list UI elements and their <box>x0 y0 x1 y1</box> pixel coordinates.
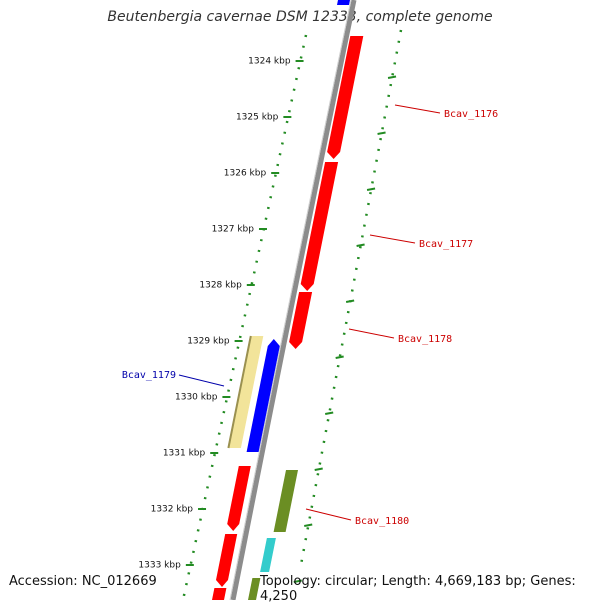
map-title: Beutenbergia cavernae DSM 12333, complet… <box>107 9 493 25</box>
scale-tick-right <box>324 411 334 415</box>
gene-label: Bcav_1179 <box>122 370 176 381</box>
backbone-highlight <box>229 0 352 600</box>
gene-top-fragment <box>337 0 350 5</box>
gene-label-leader <box>178 374 225 387</box>
feature-cyan <box>260 538 276 572</box>
scale-tick-right <box>366 187 376 191</box>
scale-label: 1327 kbp <box>212 225 255 235</box>
feature-tan-edge <box>227 335 252 449</box>
scale-tick-right <box>304 523 313 527</box>
scale-label: 1331 kbp <box>163 449 206 459</box>
scale-label: 1329 kbp <box>187 337 230 347</box>
gene-lower-1 <box>227 466 251 531</box>
gene-label-leader <box>394 104 441 114</box>
gene-label: Bcav_1177 <box>419 239 473 250</box>
scale-label: 1330 kbp <box>175 393 218 403</box>
scale-label: 1328 kbp <box>199 281 242 291</box>
scale-tick-right <box>356 243 365 247</box>
scale-label: 1326 kbp <box>224 169 267 179</box>
feature-tan <box>227 336 264 448</box>
accession-text: Accession: NC_012669 <box>9 574 157 589</box>
scale-label: 1332 kbp <box>151 505 194 515</box>
feature-olive <box>273 470 298 532</box>
gene-bcav-1179 <box>246 339 280 452</box>
gene-label: Bcav_1176 <box>444 109 498 120</box>
scale-tick-right <box>345 299 355 303</box>
scale-tick-right <box>387 75 397 79</box>
feature-olive-lower <box>248 578 261 600</box>
gene-bcav-1177 <box>300 162 339 291</box>
scale-tick-right <box>335 355 344 359</box>
gene-label-leader <box>305 508 352 521</box>
scale-label: 1333 kbp <box>138 561 181 571</box>
gene-lower-3 <box>212 588 227 600</box>
scale-tick-right <box>293 579 302 583</box>
backbone-line <box>230 0 357 600</box>
gene-label-leader <box>348 328 395 339</box>
scale-track-right <box>298 29 403 571</box>
scale-tick-right <box>377 131 386 135</box>
scale-label: 1324 kbp <box>248 57 291 67</box>
gene-label: Bcav_1180 <box>355 516 409 527</box>
scale-tick-right <box>314 467 323 471</box>
gene-bcav-1178 <box>289 292 313 349</box>
gene-label-leader <box>369 234 416 244</box>
scale-label: 1325 kbp <box>236 113 279 123</box>
gene-lower-2 <box>216 534 238 587</box>
gene-bcav-1176 <box>327 36 364 159</box>
gene-label: Bcav_1178 <box>398 334 452 345</box>
